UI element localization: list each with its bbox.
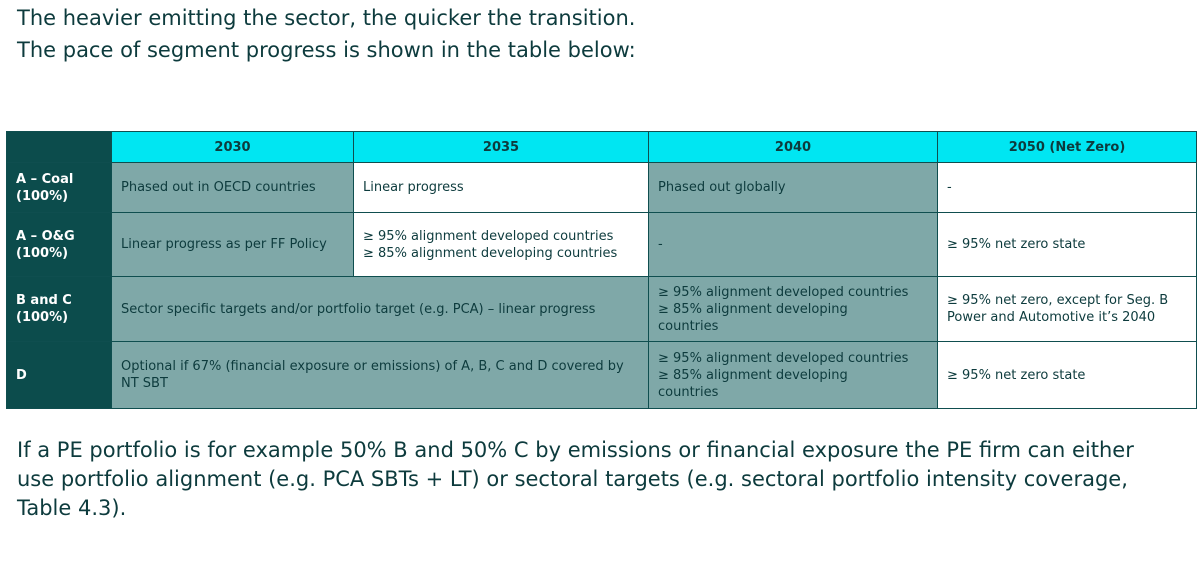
cell-2050: ≥ 95% net zero, except for Seg. B Power … [937, 276, 1197, 342]
cell-2035: ≥ 95% alignment developed countries ≥ 85… [353, 212, 649, 277]
segment-label: B and C (100%) [6, 276, 112, 342]
header-2030: 2030 [111, 131, 354, 163]
table-corner-cell [6, 131, 112, 163]
cell-2040: - [648, 212, 938, 277]
header-2050: 2050 (Net Zero) [937, 131, 1197, 163]
table-header-row: 2030 2035 2040 2050 (Net Zero) [6, 131, 1197, 163]
cell-2030: Linear progress as per FF Policy [111, 212, 354, 277]
cell-2040: Phased out globally [648, 162, 938, 213]
cell-2030-2035: Sector specific targets and/or portfolio… [111, 276, 649, 342]
cell-2030-2035: Optional if 67% (financial exposure or e… [111, 341, 649, 409]
cell-2040: ≥ 95% alignment developed countries ≥ 85… [648, 276, 938, 342]
table-row: D Optional if 67% (financial exposure or… [6, 341, 1197, 409]
table-row: A – Coal (100%) Phased out in OECD count… [6, 162, 1197, 213]
segment-label: D [6, 341, 112, 409]
table-row: B and C (100%) Sector specific targets a… [6, 276, 1197, 342]
segment-label: A – O&G (100%) [6, 212, 112, 277]
table-row: A – O&G (100%) Linear progress as per FF… [6, 212, 1197, 277]
segment-label: A – Coal (100%) [6, 162, 112, 213]
cell-2050: ≥ 95% net zero state [937, 341, 1197, 409]
intro-text: The heavier emitting the sector, the qui… [17, 6, 657, 70]
segment-progress-table: 2030 2035 2040 2050 (Net Zero) A – Coal … [6, 131, 1197, 409]
cell-2030: Phased out in OECD countries [111, 162, 354, 213]
intro-line-2: The pace of segment progress is shown in… [17, 38, 636, 62]
cell-2035: Linear progress [353, 162, 649, 213]
cell-2040: ≥ 95% alignment developed countries ≥ 85… [648, 341, 938, 409]
outro-paragraph: If a PE portfolio is for example 50% B a… [17, 438, 1134, 520]
cell-2050: ≥ 95% net zero state [937, 212, 1197, 277]
header-2040: 2040 [648, 131, 938, 163]
header-2035: 2035 [353, 131, 649, 163]
intro-line-1: The heavier emitting the sector, the qui… [17, 6, 636, 30]
cell-2050: - [937, 162, 1197, 213]
